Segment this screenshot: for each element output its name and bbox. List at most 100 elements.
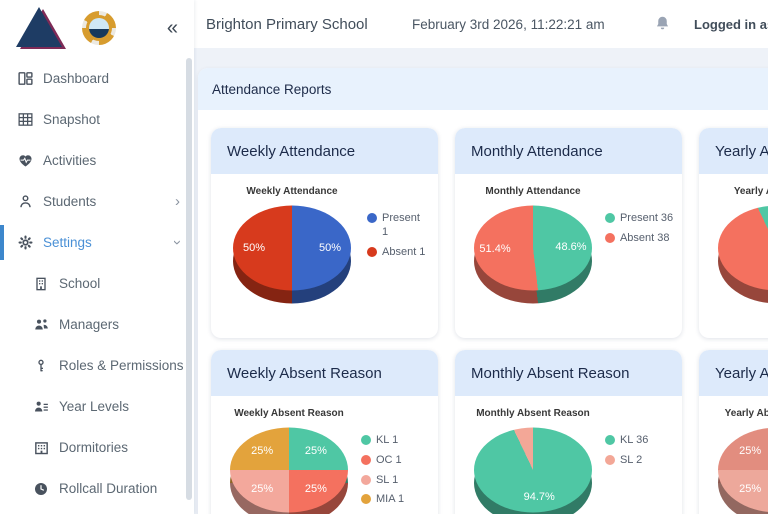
legend-label: SL 2 [619, 453, 643, 466]
slice-percent-label: 25% [251, 483, 274, 496]
chart-legend: KL 36 SL 2 [604, 408, 676, 514]
triangle-logo [16, 7, 66, 49]
sidebar-item-label: Settings [43, 235, 92, 250]
legend-item: SL 2 [604, 453, 676, 468]
card-title: Weekly Attendance [211, 128, 438, 174]
slice-percent-label: 25% [251, 444, 274, 457]
pie-chart[interactable]: 25%25%25%25% [717, 427, 768, 514]
panel-title: Attendance Reports [198, 68, 768, 110]
legend-dot [604, 454, 615, 465]
slice-percent-label: 25% [304, 444, 327, 457]
slice-percent-label: 51.4% [479, 243, 511, 256]
chart-title: Monthly Absent Reason [476, 408, 590, 419]
school-name: Brighton Primary School [206, 16, 368, 33]
slice-percent-label: 25% [739, 444, 762, 457]
attendance-reports-panel: Attendance Reports Weekly Attendance Wee… [198, 68, 768, 514]
slice-percent-label: 25% [304, 483, 327, 496]
legend-item: KL 36 [604, 434, 676, 448]
pie-top-face [229, 427, 348, 513]
sidebar-item-dormitories[interactable]: Dormitories [0, 427, 194, 468]
legend-item: SL 1 [360, 473, 432, 488]
rollcall-duration-icon [33, 481, 59, 497]
legend-dot [367, 246, 377, 257]
chart-title: Yearly Absent Reason [724, 408, 768, 419]
cards-grid: Weekly Attendance Weekly Attendance 50% 5… [198, 110, 768, 514]
legend-dot [360, 474, 371, 485]
pie-chart[interactable] [717, 205, 768, 305]
dormitories-icon [33, 439, 59, 456]
legend-label: KL 36 [619, 434, 649, 446]
settings-icon [17, 234, 43, 251]
snapshot-icon [17, 111, 43, 128]
legend-label: Present 1 [382, 212, 420, 238]
legend-label: Absent 38 [619, 231, 670, 244]
legend-item: Absent 38 [604, 231, 676, 246]
sidebar-item-label: Dormitories [59, 440, 129, 455]
pie-top-face [473, 205, 592, 291]
sidebar-item-rollcall-duration[interactable]: Rollcall Duration [0, 468, 194, 509]
pie-chart[interactable]: 94.7% [473, 427, 593, 514]
legend-dot [604, 213, 615, 223]
chevron-right-icon[interactable]: › [175, 193, 180, 210]
card-title: Monthly Attendance [455, 128, 682, 174]
chart-legend: Present 1 Absent 1 [367, 186, 429, 305]
year-levels-icon [33, 398, 59, 415]
sidebar-item-label: Snapshot [43, 112, 101, 127]
sidebar-item-year-levels[interactable]: Year Levels [0, 386, 194, 427]
legend-dot [604, 232, 615, 243]
logo-row: « [0, 0, 194, 52]
sidebar-item-settings[interactable]: Settings › [0, 222, 194, 263]
chart-legend: KL 1 OC 1 SL 1 MIA 1 [360, 408, 432, 514]
sidebar-collapse-icon[interactable]: « [166, 17, 178, 39]
pie-chart[interactable]: 25% 25% 25% 25% [229, 427, 349, 514]
legend-label: SL 1 [375, 473, 399, 486]
legend-label: MIA 1 [375, 493, 405, 506]
legend-dot [367, 213, 377, 223]
chevron-down-icon[interactable]: › [169, 240, 186, 245]
sidebar-item-label: Students [43, 194, 97, 209]
sidebar-item-managers[interactable]: Managers [0, 304, 194, 345]
legend-dot [360, 454, 371, 465]
legend-item: Present 1 [367, 212, 429, 240]
sidebar-menu: Dashboard Snapshot Activities Students ›… [0, 58, 194, 509]
chart-title: Weekly Absent Reason [234, 408, 344, 419]
bell-icon[interactable] [654, 14, 671, 38]
chart-title: Yearly Attendance [733, 186, 768, 197]
sidebar-item-activities[interactable]: Activities [0, 140, 194, 181]
pie-chart[interactable]: 50% 50% [232, 205, 352, 305]
pie-top-face [473, 427, 592, 513]
sidebar-item-students[interactable]: Students › [0, 181, 194, 222]
sidebar-item-school[interactable]: School [0, 263, 194, 304]
sidebar-item-dashboard[interactable]: Dashboard [0, 58, 194, 99]
weekly-attendance-card: Weekly Attendance Weekly Attendance 50% 5… [211, 128, 438, 338]
sidebar-item-label: Managers [59, 317, 120, 332]
sidebar-item-label: School [59, 276, 101, 291]
card-title: Monthly Absent Reason [455, 350, 682, 396]
legend-dot [604, 435, 615, 445]
monthly-absent-reason-card: Monthly Absent Reason Monthly Absent Rea… [455, 350, 682, 514]
chart-title: Monthly Attendance [485, 186, 581, 197]
legend-label: OC 1 [375, 453, 402, 466]
monthly-attendance-card: Monthly Attendance Monthly Attendance 48… [455, 128, 682, 338]
pie-chart[interactable]: 48.6% 51.4% [473, 205, 593, 305]
pie-top-face [233, 205, 351, 291]
sidebar-item-label: Roles & Permissions [59, 358, 184, 373]
legend-label: KL 1 [375, 434, 399, 446]
sidebar-item-label: Year Levels [59, 399, 130, 414]
slice-percent-label: 94.7% [523, 490, 555, 503]
slice-percent-label: 50% [242, 242, 266, 254]
sidebar-item-snapshot[interactable]: Snapshot [0, 99, 194, 140]
sidebar-item-label: Rollcall Duration [59, 481, 158, 496]
chart-title: Weekly Attendance [246, 186, 338, 197]
sidebar-scrollbar-thumb[interactable] [186, 58, 192, 500]
legend-item: Present 36 [604, 212, 676, 226]
roles-permissions-icon [33, 358, 59, 374]
sidebar-item-label: Activities [43, 153, 97, 168]
weekly-absent-reason-card: Weekly Absent Reason Weekly Absent Reaso… [211, 350, 438, 514]
dashboard-icon [17, 70, 43, 87]
sidebar-item-roles-permissions[interactable]: Roles & Permissions [0, 345, 194, 386]
legend-dot [360, 494, 371, 505]
triangle-logo-face [16, 7, 62, 47]
yearly-absent-reason-card: Yearly Absent Reason Yearly Absent Reaso… [699, 350, 768, 514]
sidebar-item-label: Dashboard [43, 71, 110, 86]
